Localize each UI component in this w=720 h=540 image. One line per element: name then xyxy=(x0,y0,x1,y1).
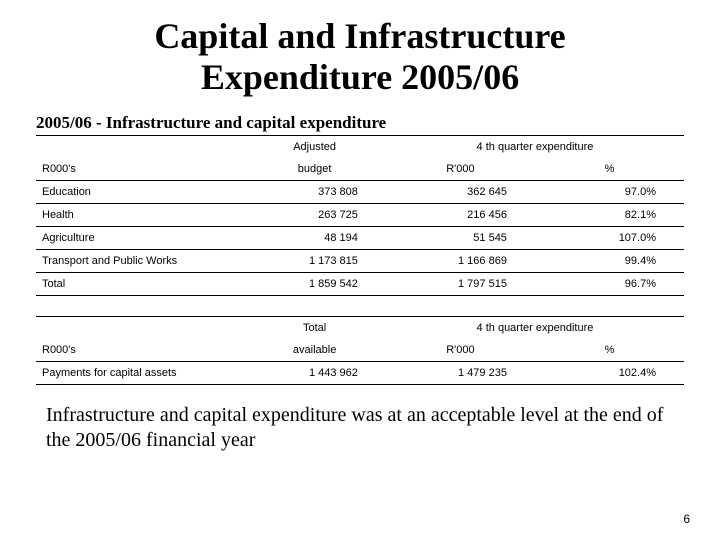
cell-pct: 107.0% xyxy=(535,226,684,249)
row-label: Total xyxy=(36,272,243,295)
title-line-2: Expenditure 2005/06 xyxy=(201,57,519,97)
cell-budget: 48 194 xyxy=(243,226,386,249)
table-row: Payments for capital assets 1 443 962 1 … xyxy=(36,361,684,384)
row-label: Transport and Public Works xyxy=(36,249,243,272)
cell-r000: 51 545 xyxy=(386,226,535,249)
subtitle: 2005/06 - Infrastructure and capital exp… xyxy=(36,113,684,133)
expenditure-table-1: Adjusted 4 th quarter expenditure R000's… xyxy=(36,135,684,316)
cell-r000: 362 645 xyxy=(386,180,535,203)
cell-r000: 1 797 515 xyxy=(386,272,535,295)
cell-pct: 82.1% xyxy=(535,203,684,226)
col-header-q4: 4 th quarter expenditure xyxy=(386,135,684,158)
blank-cell xyxy=(36,135,243,158)
expenditure-table-2: Total 4 th quarter expenditure R000's av… xyxy=(36,316,684,385)
col-header-available: available xyxy=(243,339,386,362)
col-header-q4: 4 th quarter expenditure xyxy=(386,316,684,339)
col-header-adjusted: Adjusted xyxy=(243,135,386,158)
table-row-total: Total 1 859 542 1 797 515 96.7% xyxy=(36,272,684,295)
page-number: 6 xyxy=(683,512,690,526)
cell-pct: 102.4% xyxy=(535,361,684,384)
table-row: Transport and Public Works 1 173 815 1 1… xyxy=(36,249,684,272)
row-label: Health xyxy=(36,203,243,226)
table-row: Health 263 725 216 456 82.1% xyxy=(36,203,684,226)
cell-r000: 1 166 869 xyxy=(386,249,535,272)
cell-r000: 216 456 xyxy=(386,203,535,226)
cell-pct: 96.7% xyxy=(535,272,684,295)
row-header-r000s: R000's xyxy=(36,158,243,181)
blank-cell xyxy=(36,316,243,339)
col-header-total: Total xyxy=(243,316,386,339)
cell-budget: 263 725 xyxy=(243,203,386,226)
cell-pct: 99.4% xyxy=(535,249,684,272)
cell-available: 1 443 962 xyxy=(243,361,386,384)
row-label: Education xyxy=(36,180,243,203)
cell-r000: 1 479 235 xyxy=(386,361,535,384)
cell-budget: 1 859 542 xyxy=(243,272,386,295)
cell-budget: 373 808 xyxy=(243,180,386,203)
title-line-1: Capital and Infrastructure xyxy=(154,16,565,56)
table-row: Education 373 808 362 645 97.0% xyxy=(36,180,684,203)
col-header-r000: R'000 xyxy=(386,339,535,362)
row-label: Payments for capital assets xyxy=(36,361,243,384)
cell-pct: 97.0% xyxy=(535,180,684,203)
row-label: Agriculture xyxy=(36,226,243,249)
col-header-r000: R'000 xyxy=(386,158,535,181)
conclusion-text: Infrastructure and capital expenditure w… xyxy=(46,403,674,453)
col-header-budget: budget xyxy=(243,158,386,181)
col-header-pct: % xyxy=(535,339,684,362)
page-title: Capital and Infrastructure Expenditure 2… xyxy=(36,16,684,99)
cell-budget: 1 173 815 xyxy=(243,249,386,272)
table-row: Agriculture 48 194 51 545 107.0% xyxy=(36,226,684,249)
col-header-pct: % xyxy=(535,158,684,181)
row-header-r000s: R000's xyxy=(36,339,243,362)
